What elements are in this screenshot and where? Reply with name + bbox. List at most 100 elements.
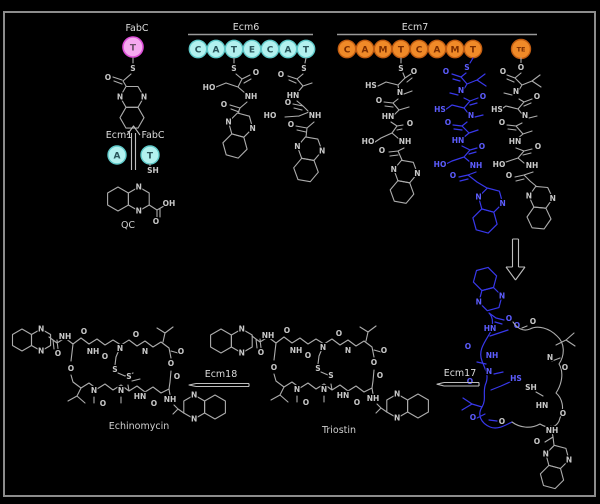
atom-label: N (475, 192, 481, 201)
domain-letter: A (285, 46, 292, 56)
quinoxaline: NN (389, 159, 422, 204)
enzyme-label-ecm18: Ecm18 (205, 369, 238, 380)
quinoxaline-ring (119, 85, 145, 108)
atom-label: HO (203, 83, 216, 92)
atom-label: S (398, 64, 403, 73)
domain-letter: A (434, 46, 441, 56)
atom-label: N (250, 124, 256, 133)
atom-label: S (301, 64, 306, 73)
atom-label: NH (526, 161, 539, 170)
atom-label-sh: SH (147, 166, 159, 175)
bond-lines (251, 325, 388, 414)
atom-label: O (178, 347, 184, 356)
atom-label: O (407, 119, 413, 128)
atom-label: HS (491, 105, 503, 114)
atom-label: SH (525, 383, 537, 392)
quinoxaline-ring (478, 286, 503, 312)
atom-label: N (321, 385, 327, 394)
quinoxaline-ring (293, 157, 319, 183)
atom-labels: S O HO NH O (202, 63, 261, 110)
atom-label: N (476, 298, 482, 307)
figure-frame (3, 11, 596, 497)
atom-label: O (514, 321, 520, 330)
atom-label: NH (290, 346, 303, 355)
quinoxaline: NN (11, 323, 52, 357)
atom-label: N (345, 346, 351, 355)
atom-label: N (294, 385, 300, 394)
domain-circle-a-ecm1 (107, 145, 127, 165)
atom-label: NH (262, 331, 275, 340)
atom-label: O (305, 351, 311, 360)
quinoxaline-ring (183, 394, 206, 420)
compound-label-echinomycin: Echinomycin (109, 421, 169, 432)
protein-label-ecm7: Ecm7 (402, 22, 429, 33)
atom-label: HS (434, 105, 446, 114)
quinoxaline-ring (119, 106, 145, 129)
atom-label: O (445, 118, 451, 127)
atom-label: N (320, 343, 326, 352)
domain-letter: C (344, 46, 351, 56)
atom-label: N (141, 92, 147, 101)
protein-label-ecm1: Ecm1 (106, 130, 133, 141)
atom-label: N (486, 367, 492, 376)
atom-label: O (105, 73, 111, 82)
quinoxaline-ring (389, 180, 415, 204)
atom-label: O (102, 352, 108, 361)
atom-label: O (68, 364, 74, 373)
bond-lines (48, 326, 185, 415)
quinoxaline-ring (526, 206, 552, 230)
atom-label: S (112, 365, 117, 374)
quinoxaline-ring (393, 159, 418, 184)
atom-label: O (379, 146, 385, 155)
atom-label: O (500, 67, 506, 76)
atom-label: O (534, 92, 540, 101)
ecm7-nrps: Ecm7 C A M T C A M T TE (337, 21, 537, 60)
quinoxaline-ring (30, 328, 52, 352)
domain-letter: A (114, 152, 121, 162)
atom-label: N (397, 88, 403, 97)
quinoxaline-ring (127, 186, 150, 212)
atom-label: N (117, 344, 123, 353)
down-arrow (505, 238, 526, 281)
atom-label: S (464, 63, 469, 72)
atom-label: N (550, 194, 556, 203)
quinoxaline-ring (296, 136, 323, 161)
atom-label: N (91, 386, 97, 395)
atom-label: N (38, 325, 44, 334)
atom-label: N (414, 169, 420, 178)
atom-label: N (500, 199, 506, 208)
atom-label: O (376, 96, 382, 105)
atom-label: O (470, 413, 476, 422)
bond-lines (284, 57, 315, 138)
atom-label: N (239, 325, 245, 334)
atom-label: O (371, 358, 377, 367)
domain-letter: C (267, 46, 274, 56)
atom-label: O (221, 100, 227, 109)
atom-label: HN (287, 91, 300, 100)
atom-label: N (38, 347, 44, 356)
bond-lines (461, 312, 513, 429)
atom-label: O (278, 70, 284, 79)
domain-letter: T (398, 46, 405, 56)
up-arrow (126, 125, 141, 170)
quinoxaline: NN (222, 112, 257, 159)
protein-label-ecm6: Ecm6 (233, 22, 260, 33)
atom-label: O (271, 363, 277, 372)
domain-letter: C (416, 46, 423, 56)
atom-label: N (547, 353, 553, 362)
atom-label: HN (484, 324, 497, 333)
protein-label-fabc: FabC (125, 23, 148, 34)
quinoxaline: NN (386, 388, 429, 424)
atom-label: HO (362, 137, 375, 146)
atom-label: O (562, 363, 568, 372)
